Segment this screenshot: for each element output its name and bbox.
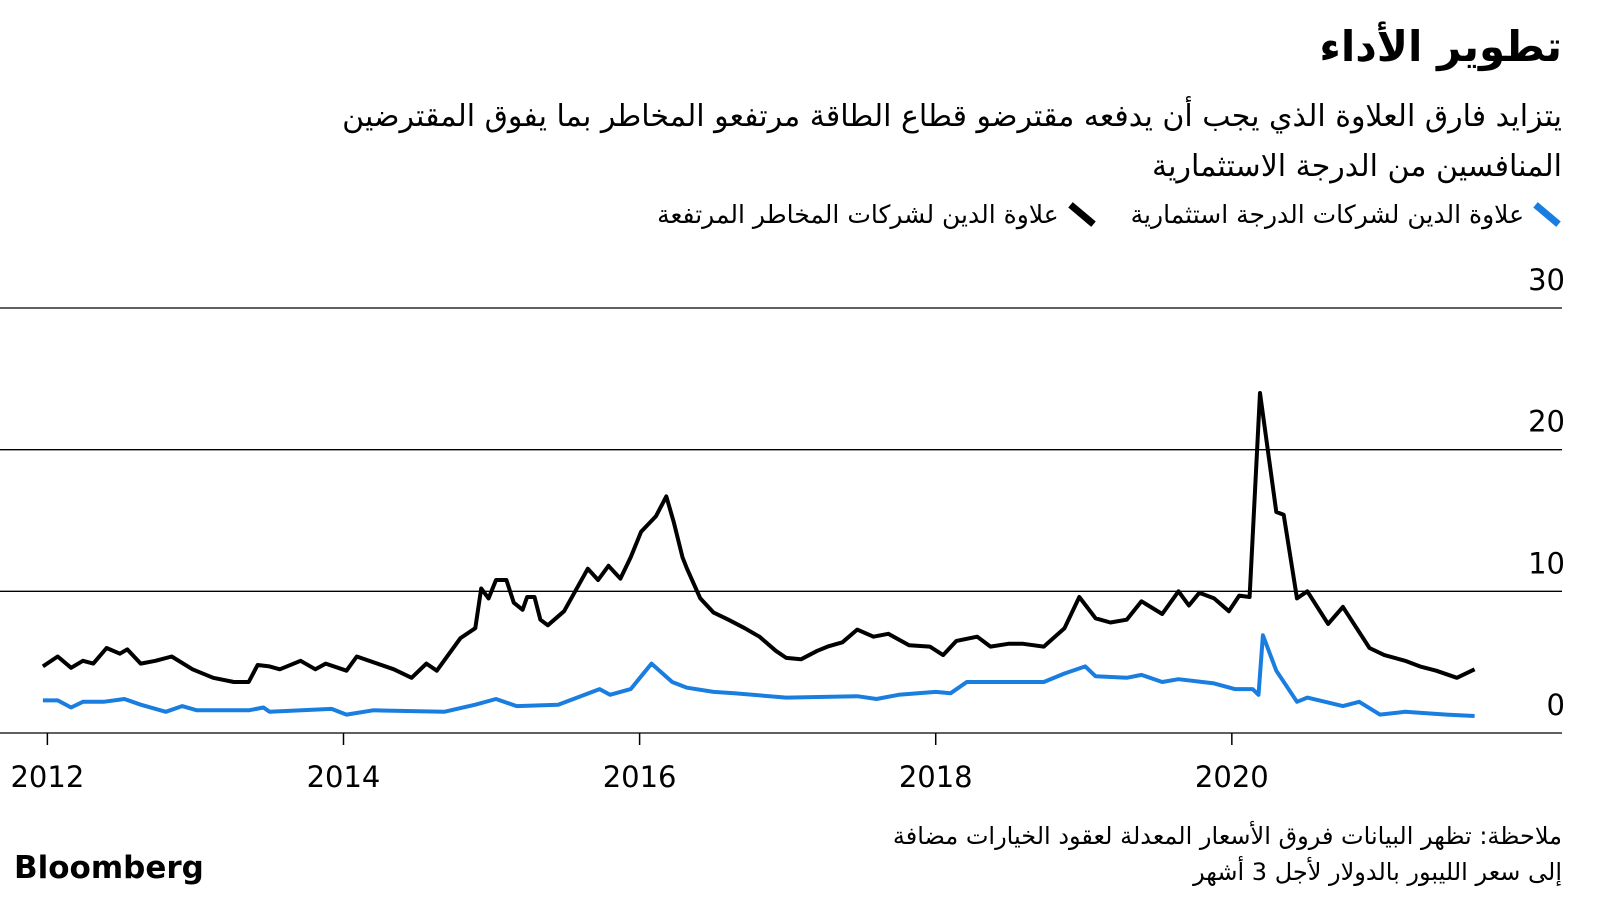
legend-swatch: [1067, 202, 1096, 227]
x-tick-label: 2012: [10, 760, 84, 794]
source: Bloomberg: [14, 850, 204, 886]
x-tick-label: 2016: [603, 760, 677, 794]
y-tick-label: 10: [1528, 546, 1565, 580]
legend-label: علاوة الدين لشركات الدرجة استثمارية: [1130, 200, 1524, 229]
legend-entry: علاوة الدين لشركات المخاطر المرتفعة: [657, 200, 1097, 229]
legend: علاوة الدين لشركات الدرجة استثمارية علاوة…: [657, 200, 1562, 229]
chart-title: تطوير الأداء: [1319, 22, 1562, 71]
y-tick-label: 0: [1547, 688, 1565, 722]
y-tick-label: 20: [1528, 405, 1565, 439]
line: [41, 391, 1476, 684]
note: ملاحظة: تظهر البيانات فروق الأسعار المعد…: [892, 822, 1562, 886]
legend-label: علاوة الدين لشركات المخاطر المرتفعة: [657, 200, 1059, 229]
chart-subtitle: يتزايد فارق العلاوة الذي يجب أن يدفعه مق…: [342, 99, 1562, 184]
legend-entry: علاوة الدين لشركات الدرجة استثمارية: [1131, 200, 1562, 229]
x-tick-label: 2014: [307, 760, 381, 794]
legend-swatch: [1533, 202, 1561, 227]
x-tick-label: 2020: [1195, 760, 1269, 794]
y-tick-label: 30: [1528, 263, 1565, 297]
line: [42, 633, 1475, 718]
x-tick-label: 2018: [899, 760, 973, 794]
